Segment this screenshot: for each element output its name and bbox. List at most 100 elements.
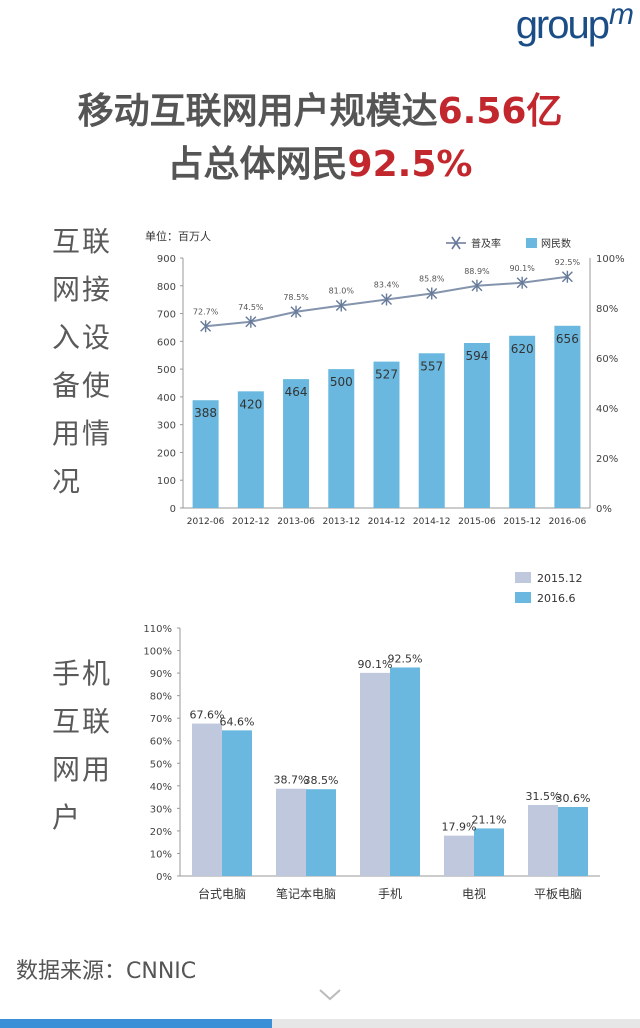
x-tick-label: 2014-12 bbox=[368, 517, 406, 527]
rate-marker bbox=[426, 287, 438, 300]
rate-value-label: 72.7% bbox=[193, 307, 219, 316]
x-tick-label: 电视 bbox=[462, 886, 486, 901]
bar-value-label: 557 bbox=[420, 359, 443, 373]
groupm-logo: groupm bbox=[515, 0, 634, 47]
bar-value-label: 30.6% bbox=[556, 792, 591, 805]
netizen-bar bbox=[509, 335, 536, 508]
x-tick-label: 手机 bbox=[378, 887, 402, 901]
legend-label: 2015.12 bbox=[537, 572, 583, 585]
netizen-bar bbox=[283, 379, 310, 508]
bar-value-label: 620 bbox=[511, 342, 534, 356]
y-tick-label: 900 bbox=[157, 254, 176, 265]
bar-value-label: 90.1% bbox=[358, 658, 393, 671]
page-title-line-2: 占总体网民92.5% bbox=[167, 144, 473, 185]
legend-label: 2016.6 bbox=[537, 592, 576, 605]
y2-tick-label: 40% bbox=[596, 404, 618, 415]
x-tick-label: 2012-06 bbox=[187, 517, 225, 527]
y-tick-label: 70% bbox=[150, 714, 172, 725]
y2-tick-label: 20% bbox=[596, 454, 618, 465]
y-tick-label: 500 bbox=[157, 365, 176, 376]
y-tick-label: 0% bbox=[156, 872, 172, 883]
y2-tick-label: 0% bbox=[596, 504, 612, 515]
netizen-bar bbox=[373, 361, 400, 508]
y-tick-label: 20% bbox=[150, 827, 172, 838]
bar-2015-12 bbox=[276, 788, 306, 876]
legend-label: 普及率 bbox=[471, 237, 501, 250]
y2-tick-label: 80% bbox=[596, 304, 618, 315]
bar-value-label: 38.5% bbox=[304, 774, 339, 787]
y-tick-label: 100 bbox=[157, 476, 176, 487]
netizen-bar bbox=[328, 369, 355, 508]
netizen-bar bbox=[192, 400, 219, 508]
y-tick-label: 700 bbox=[157, 310, 176, 321]
rate-marker bbox=[335, 299, 347, 312]
x-tick-label: 2014-12 bbox=[413, 517, 451, 527]
bar-2015-12 bbox=[528, 804, 558, 876]
legend-swatch-2016-6 bbox=[515, 592, 531, 603]
reading-progress-bar bbox=[0, 1019, 640, 1028]
rate-marker bbox=[516, 276, 528, 289]
y-tick-label: 80% bbox=[150, 692, 172, 703]
netizen-bar bbox=[554, 325, 581, 508]
legend-rate-marker bbox=[446, 236, 466, 250]
rate-marker bbox=[290, 305, 302, 318]
bar-value-label: 38.7% bbox=[274, 774, 309, 787]
x-tick-label: 2013-12 bbox=[322, 517, 360, 527]
y-tick-label: 60% bbox=[150, 737, 172, 748]
chevron-down-icon[interactable] bbox=[318, 988, 342, 1002]
bar-2016-6 bbox=[474, 828, 504, 876]
bar-2016-6 bbox=[306, 789, 336, 876]
bar-value-label: 388 bbox=[194, 406, 217, 420]
x-tick-label: 2016-06 bbox=[549, 517, 587, 527]
x-tick-label: 2015-06 bbox=[458, 517, 496, 527]
rate-value-label: 78.5% bbox=[283, 293, 309, 302]
y-tick-label: 400 bbox=[157, 393, 176, 404]
bar-2015-12 bbox=[192, 723, 222, 876]
page-title-line-1: 移动互联网用户规模达6.56亿 bbox=[77, 91, 563, 132]
reading-progress-fill bbox=[0, 1019, 272, 1028]
rate-value-label: 90.1% bbox=[509, 264, 535, 273]
bar-value-label: 92.5% bbox=[388, 652, 423, 665]
bar-2016-6 bbox=[390, 667, 420, 876]
mobile-users-section-label: 手机互联网用户 bbox=[52, 657, 113, 834]
bar-value-label: 21.1% bbox=[472, 813, 507, 826]
bar-2016-6 bbox=[222, 730, 252, 876]
device-usage-section-label: 互联网接入设备使用情况 bbox=[52, 225, 113, 498]
bar-value-label: 464 bbox=[285, 385, 308, 399]
y-tick-label: 30% bbox=[150, 804, 172, 815]
y-tick-label: 100% bbox=[143, 647, 172, 658]
rate-marker bbox=[381, 293, 392, 306]
rate-marker bbox=[200, 320, 212, 333]
rate-value-label: 81.0% bbox=[329, 287, 355, 296]
data-source-note: 数据来源：CNNIC bbox=[16, 959, 197, 984]
x-tick-label: 2015-12 bbox=[503, 517, 541, 527]
netizen-bar bbox=[463, 343, 490, 508]
netizen-bar bbox=[418, 353, 445, 508]
x-tick-label: 台式电脑 bbox=[198, 886, 246, 901]
chart-unit-label: 单位：百万人 bbox=[145, 229, 211, 243]
y-tick-label: 50% bbox=[150, 759, 172, 770]
y-tick-label: 40% bbox=[150, 782, 172, 793]
bar-value-label: 31.5% bbox=[526, 790, 561, 803]
y-tick-label: 10% bbox=[150, 849, 172, 860]
bar-value-label: 527 bbox=[375, 368, 398, 382]
y-tick-label: 600 bbox=[157, 337, 176, 348]
y-tick-label: 110% bbox=[143, 624, 172, 635]
x-tick-label: 笔记本电脑 bbox=[276, 886, 336, 901]
x-tick-label: 平板电脑 bbox=[534, 887, 582, 901]
bar-value-label: 64.6% bbox=[220, 715, 255, 728]
bar-value-label: 67.6% bbox=[190, 709, 225, 722]
y-tick-label: 90% bbox=[150, 669, 172, 680]
rate-value-label: 88.9% bbox=[464, 267, 490, 276]
rate-marker bbox=[471, 279, 483, 292]
bar-value-label: 17.9% bbox=[442, 821, 477, 834]
y-tick-label: 200 bbox=[157, 448, 176, 459]
y2-tick-label: 60% bbox=[596, 354, 618, 365]
bar-value-label: 500 bbox=[330, 375, 353, 389]
x-tick-label: 2012-12 bbox=[232, 517, 270, 527]
bar-2016-6 bbox=[558, 807, 588, 876]
rate-marker bbox=[561, 270, 573, 283]
y-tick-label: 300 bbox=[157, 421, 176, 432]
y2-tick-label: 100% bbox=[596, 254, 625, 265]
rate-value-label: 74.5% bbox=[238, 303, 264, 312]
